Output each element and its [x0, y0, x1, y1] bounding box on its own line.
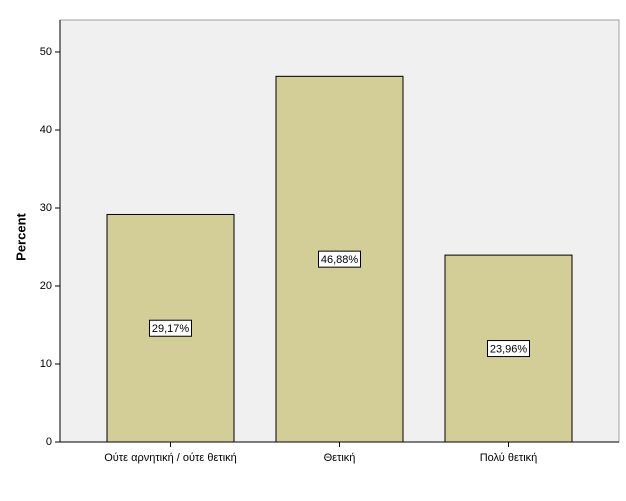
value-label: 46,88%	[321, 254, 359, 266]
x-tick-label: Θετική	[324, 452, 356, 464]
value-label-box	[149, 319, 192, 337]
value-label: 29,17%	[152, 323, 190, 335]
value-label-box	[487, 340, 530, 358]
y-tick-label: 40	[40, 124, 52, 136]
value-label-box	[318, 250, 361, 268]
value-label: 23,96%	[490, 343, 528, 355]
y-tick-label: 50	[40, 46, 52, 58]
x-tick-label: Ούτε αρνητική / ούτε θετική	[104, 452, 237, 464]
y-tick-label: 0	[46, 436, 52, 448]
y-tick-label: 10	[40, 358, 52, 370]
y-axis-title: Percent	[13, 212, 28, 260]
y-tick-label: 30	[40, 202, 52, 214]
x-tick-label: Πολύ θετική	[480, 452, 538, 464]
y-tick-label: 20	[40, 280, 52, 292]
